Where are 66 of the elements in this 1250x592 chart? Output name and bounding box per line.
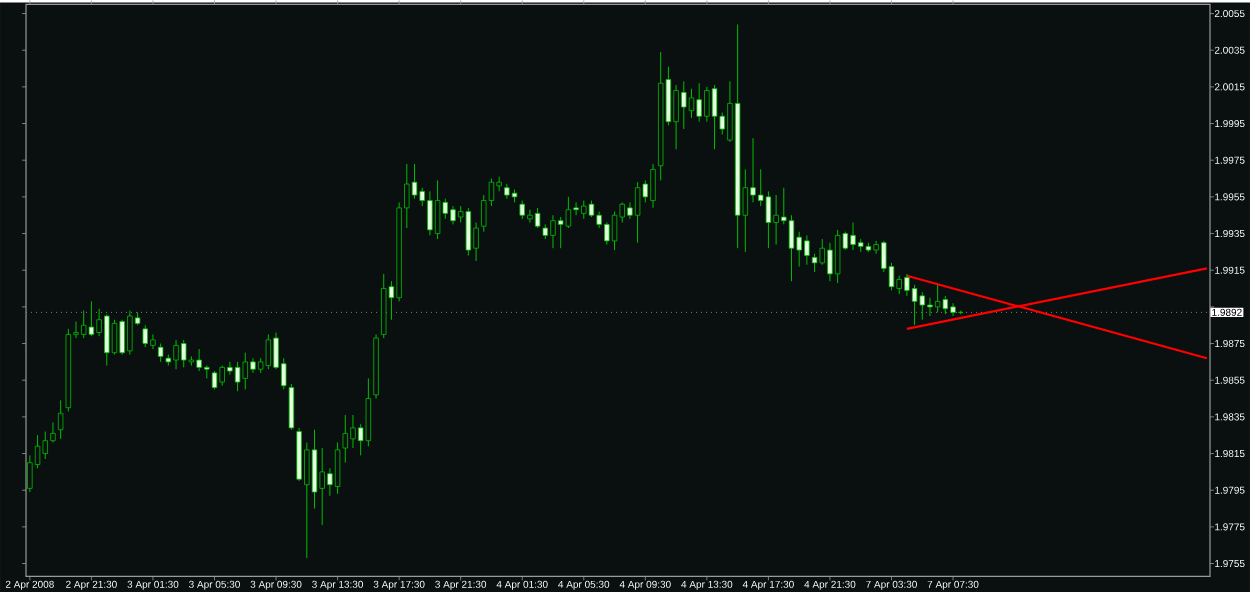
candlestick [350, 414, 356, 449]
candlestick [181, 339, 187, 368]
candlestick [127, 309, 133, 355]
candlestick [88, 300, 95, 337]
candlestick [27, 454, 33, 493]
candlestick [788, 214, 795, 282]
candlestick [634, 181, 641, 244]
candlestick [450, 205, 456, 225]
candlestick [527, 209, 533, 223]
candlestick [565, 196, 572, 229]
candlestick [104, 313, 110, 366]
candlestick [265, 333, 272, 370]
candlestick [111, 319, 118, 355]
candlestick [311, 429, 318, 509]
candlestick [534, 207, 541, 229]
candlestick [173, 339, 179, 370]
candlestick [950, 302, 956, 317]
candlestick [557, 216, 564, 249]
candlestick [711, 84, 718, 150]
candlestick [211, 370, 218, 390]
candlestick [827, 242, 833, 282]
candlestick [927, 297, 933, 317]
candlestick [142, 324, 148, 348]
candlestick [465, 207, 472, 256]
candlestick [119, 319, 125, 355]
candlestick [381, 273, 387, 339]
candlestick [242, 352, 248, 390]
candlestick [581, 199, 587, 220]
candlestick [773, 194, 779, 245]
candlestick [42, 430, 48, 460]
candlestick [934, 284, 941, 313]
candlestick [550, 214, 556, 249]
candlestick [904, 273, 910, 297]
candlestick [234, 361, 241, 392]
candlestick [811, 253, 818, 273]
candlestick [334, 441, 341, 495]
candlestick [342, 414, 348, 464]
candlestick [688, 88, 695, 119]
candlestick [427, 190, 433, 236]
candlestick [850, 221, 856, 251]
candlestick [704, 86, 710, 123]
candlestick [681, 80, 687, 130]
candlestick [650, 163, 656, 209]
candlestick [288, 383, 295, 431]
candlestick [942, 295, 949, 315]
candlestick [604, 221, 610, 245]
candlestick [434, 179, 441, 240]
candlestick [765, 190, 772, 249]
candlestick [673, 84, 679, 150]
candlestick [150, 333, 156, 350]
candlestick [196, 348, 202, 372]
candlestick [227, 361, 233, 376]
candlestick [57, 399, 64, 440]
candlestick [319, 447, 325, 526]
candlestick [919, 291, 925, 321]
candlestick [696, 82, 702, 123]
candlestick [519, 199, 525, 220]
candlestick [81, 309, 87, 339]
candlestick [219, 364, 225, 387]
candlestick [611, 210, 618, 251]
candlestick [804, 234, 810, 266]
candlestick [834, 229, 841, 284]
candlestick [157, 342, 164, 363]
candlestick [911, 284, 918, 326]
candlestick [365, 377, 372, 447]
candlestick [296, 427, 302, 482]
